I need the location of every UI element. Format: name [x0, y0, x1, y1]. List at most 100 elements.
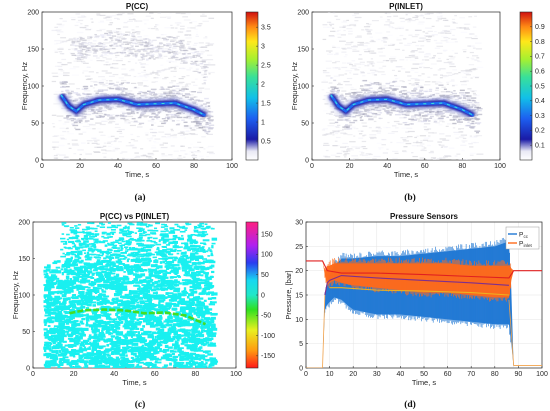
band-pixel — [429, 117, 433, 119]
noise-pixel — [476, 66, 484, 69]
harmonic-pixel — [201, 59, 207, 61]
noise-pixel — [151, 81, 156, 83]
band-pixel — [416, 109, 420, 111]
band-pixel — [105, 107, 112, 109]
band-pixel — [428, 111, 435, 113]
noise-pixel — [374, 74, 378, 76]
noise-pixel — [109, 38, 113, 40]
noise-pixel — [198, 159, 201, 160]
noise-pixel — [385, 12, 391, 15]
phase-pixel — [94, 314, 101, 317]
harmonic-pixel — [87, 42, 93, 44]
harmonic-pixel — [127, 54, 131, 57]
noise-pixel — [418, 21, 425, 23]
phase-pixel — [137, 287, 141, 291]
noise-pixel — [411, 67, 419, 70]
noise-pixel — [152, 70, 155, 72]
harmonic-pixel — [178, 40, 182, 42]
band-pixel — [66, 116, 70, 118]
noise-pixel — [436, 158, 442, 160]
noise-pixel — [151, 145, 156, 147]
band-pixel — [333, 90, 339, 92]
harmonic-pixel — [97, 48, 100, 50]
band-pixel — [419, 113, 422, 115]
noise-pixel — [430, 63, 437, 65]
band-pixel — [63, 117, 69, 119]
band-pixel — [337, 119, 343, 121]
phase-pixel — [87, 286, 91, 289]
band-pixel — [355, 109, 359, 111]
noise-pixel — [433, 157, 436, 160]
phase-pixel — [140, 273, 146, 277]
noise-pixel — [363, 85, 371, 87]
band-pixel — [461, 94, 466, 96]
band-pixel — [457, 96, 462, 98]
noise-pixel — [62, 41, 68, 43]
noise-pixel — [341, 132, 345, 134]
phase-pixel — [108, 332, 114, 335]
noise-pixel — [364, 51, 370, 53]
band-pixel — [81, 117, 87, 120]
band-pixel — [110, 106, 114, 108]
band-pixel — [158, 95, 163, 97]
noise-pixel — [335, 130, 341, 132]
phase-pixel — [198, 354, 205, 357]
noise-pixel — [170, 128, 174, 130]
noise-pixel — [343, 56, 347, 58]
noise-pixel — [173, 75, 176, 78]
x-axis-label: Time, s — [394, 170, 419, 179]
noise-pixel — [66, 39, 70, 42]
harmonic-pixel — [91, 49, 95, 51]
noise-pixel — [420, 62, 425, 64]
band-pixel — [133, 120, 138, 122]
noise-pixel — [377, 71, 385, 73]
phase-pixel — [176, 274, 181, 278]
phase-pixel — [120, 251, 127, 254]
noise-pixel — [468, 16, 473, 18]
noise-pixel — [124, 158, 130, 160]
noise-pixel — [411, 152, 414, 154]
noise-pixel — [143, 69, 146, 72]
phase-pixel — [65, 297, 71, 300]
noise-pixel — [385, 127, 391, 129]
noise-pixel — [155, 24, 160, 26]
noise-pixel — [115, 54, 120, 57]
noise-pixel — [419, 135, 427, 137]
noise-pixel — [161, 136, 167, 138]
x-tick-label: 80 — [459, 163, 467, 170]
noise-pixel — [434, 89, 439, 91]
band-pixel — [463, 95, 469, 97]
phase-pixel — [185, 329, 192, 332]
phase-pixel — [200, 330, 204, 334]
noise-pixel — [55, 29, 62, 31]
noise-pixel — [51, 80, 57, 83]
band-pixel — [120, 114, 125, 116]
phase-pixel — [93, 262, 97, 266]
noise-pixel — [200, 51, 205, 53]
band-pixel — [130, 96, 134, 98]
noise-pixel — [191, 154, 198, 157]
noise-pixel — [183, 127, 190, 129]
noise-pixel — [474, 59, 479, 61]
phase-pixel — [52, 359, 57, 363]
band-pixel — [456, 116, 461, 118]
harmonic-pixel — [180, 49, 183, 52]
noise-pixel — [460, 134, 468, 136]
phase-pixel — [133, 294, 140, 297]
band-pixel — [401, 110, 406, 113]
noise-pixel — [448, 55, 453, 57]
noise-pixel — [77, 19, 84, 22]
noise-pixel — [107, 145, 112, 148]
band-pixel — [204, 131, 210, 133]
phase-pixel — [186, 266, 193, 269]
band-pixel — [467, 101, 473, 104]
noise-pixel — [170, 27, 175, 29]
harmonic-pixel — [86, 47, 91, 49]
band-pixel — [443, 88, 447, 90]
noise-pixel — [60, 41, 64, 43]
noise-pixel — [102, 152, 107, 154]
noise-pixel — [428, 132, 434, 134]
noise-pixel — [422, 116, 427, 118]
band-pixel — [378, 117, 382, 120]
